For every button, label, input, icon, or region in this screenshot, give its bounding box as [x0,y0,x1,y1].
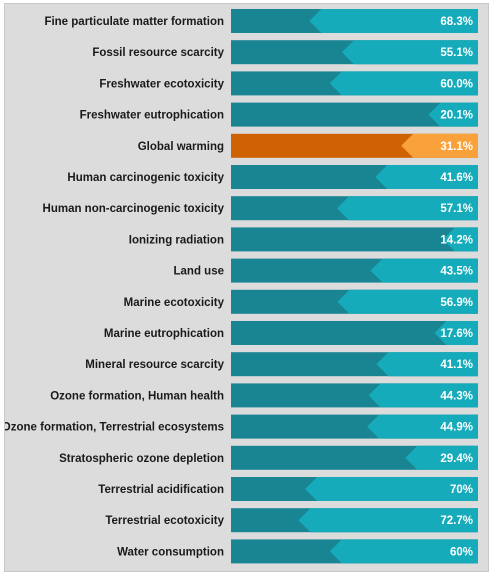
category-label: Marine eutrophication [104,328,224,340]
category-label: Global warming [138,141,224,153]
value-label: 55.1% [440,47,473,59]
bar-row: Freshwater eutrophication 20.1% [80,102,478,127]
bar-row: Human carcinogenic toxicity 41.6% [67,165,478,189]
bar-row: Terrestrial acidification 70% [98,477,478,501]
bar-value [375,165,478,189]
category-label: Mineral resource scarcity [85,359,224,371]
bar-row: Freshwater ecotoxicity 60.0% [99,71,478,96]
value-label: 20.1% [440,110,473,122]
category-label: Ozone formation, Terrestrial ecosystems [5,422,224,434]
bar-row: Mineral resource scarcity 41.1% [85,352,478,377]
category-label: Water consumption [117,546,224,558]
bar-value [329,539,478,564]
value-label: 41.1% [440,359,473,371]
value-label: 68.3% [440,16,473,28]
bar-value [370,258,478,283]
bar-row: Ionizing radiation 14.2% [129,227,478,252]
bar-value [305,477,478,501]
bar-value [405,445,478,470]
bar-row: Global warming 31.1% [138,133,478,158]
value-label: 31.1% [440,141,473,153]
bar-value [309,9,478,33]
category-label: Human non-carcinogenic toxicity [43,203,225,215]
impact-bar-chart: Fine particulate matter formation 68.3% Fo… [5,9,478,564]
bar-row: Fossil resource scarcity 55.1% [92,40,478,65]
value-label: 60.0% [440,78,473,90]
value-label: 60% [450,546,473,558]
value-label: 41.6% [440,172,473,184]
bar-value [329,71,478,96]
bar-row: Marine eutrophication 17.6% [104,321,478,345]
bar-value [341,40,478,65]
bar-row: Terrestrial ecotoxicity 72.7% [105,508,478,533]
bar-value [442,227,478,252]
bar-row: Water consumption 60% [117,539,478,564]
value-label: 43.5% [440,266,473,278]
value-label: 17.6% [440,328,473,340]
category-label: Ionizing radiation [129,234,224,246]
bar-value [336,196,478,221]
category-label: Freshwater ecotoxicity [99,78,224,90]
bar-value [368,383,478,408]
bar-value [337,289,478,314]
category-label: Terrestrial acidification [98,484,224,496]
bar-row: Ozone formation, Human health 44.3% [50,383,478,408]
category-label: Freshwater eutrophication [80,110,224,122]
bar-value [367,414,478,439]
bar-value [376,352,478,377]
bar-value [428,102,478,127]
category-label: Land use [174,266,224,278]
bar-row: Ozone formation, Terrestrial ecosystems 4… [5,414,478,439]
category-label: Fine particulate matter formation [44,16,224,28]
bar-track [231,227,478,252]
value-label: 44.3% [440,390,473,402]
bar-row: Marine ecotoxicity 56.9% [124,289,478,314]
category-label: Terrestrial ecotoxicity [105,515,224,527]
value-label: 57.1% [440,203,473,215]
category-label: Stratospheric ozone depletion [59,453,224,465]
bar-row: Fine particulate matter formation 68.3% [44,9,478,33]
value-label: 44.9% [440,422,473,434]
category-label: Fossil resource scarcity [92,47,224,59]
bar-row: Stratospheric ozone depletion 29.4% [59,445,478,470]
category-label: Human carcinogenic toxicity [67,172,224,184]
value-label: 14.2% [440,234,473,246]
bar-value [298,508,478,533]
chart-panel: Fine particulate matter formation 68.3% Fo… [4,3,489,572]
category-label: Marine ecotoxicity [124,297,225,309]
bar-row: Human non-carcinogenic toxicity 57.1% [43,196,478,221]
bar-value [401,133,478,158]
bar-row: Land use 43.5% [174,258,478,283]
value-label: 70% [450,484,473,496]
value-label: 56.9% [440,297,473,309]
bar-value [434,321,478,345]
category-label: Ozone formation, Human health [50,390,224,402]
value-label: 29.4% [440,453,473,465]
value-label: 72.7% [440,515,473,527]
